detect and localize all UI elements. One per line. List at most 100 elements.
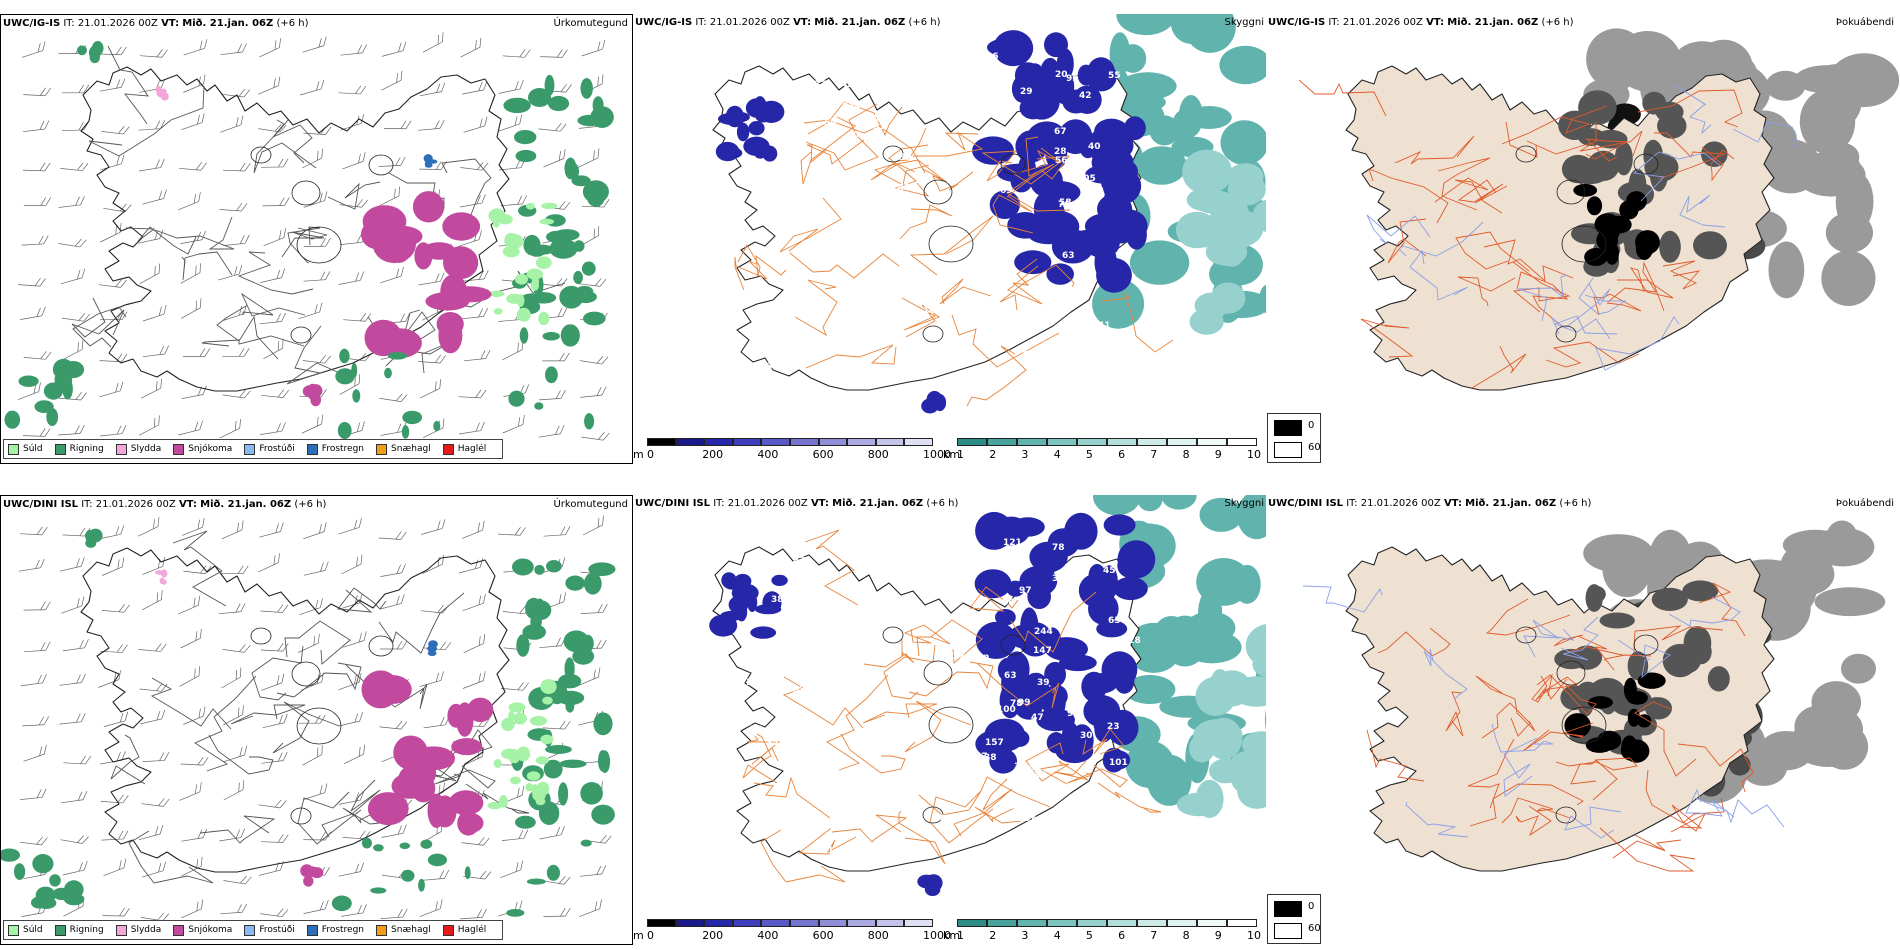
wind-barb <box>62 861 88 876</box>
wind-barb-flag <box>324 191 328 201</box>
wind-barb <box>419 82 446 97</box>
rain-area <box>573 240 585 252</box>
wind-barb-flag <box>239 389 246 398</box>
legend-swatch <box>54 924 66 936</box>
wind-barb-flag <box>161 709 166 720</box>
wind-barb <box>338 712 364 727</box>
fog-indicator-area <box>1682 580 1719 602</box>
wind-barb <box>500 860 523 879</box>
legend-swatch <box>306 443 318 455</box>
visibility-value-label: 63 <box>1108 616 1121 626</box>
wind-barb-flag <box>235 829 240 839</box>
wind-barb-flag <box>124 711 129 722</box>
wind-barb-flag <box>356 422 361 432</box>
snow-area <box>451 738 483 756</box>
fog-legend-label: 60 <box>1308 442 1321 453</box>
wind-barb-shaft <box>259 531 281 538</box>
fog-legend-swatch <box>1274 901 1302 917</box>
legend-swatch <box>8 443 19 455</box>
wind-barb-flag <box>158 306 162 316</box>
wind-barb <box>221 667 242 689</box>
road-line <box>71 297 125 338</box>
terrain-height-area <box>975 511 1014 550</box>
terrain-height-area <box>972 136 1014 165</box>
wind-barb-shaft <box>62 534 85 537</box>
wind-barb-flag <box>278 553 280 563</box>
colorbar-segment <box>987 438 1017 446</box>
visibility-value-label: 71 <box>858 147 871 157</box>
wind-barb-flag <box>200 856 203 867</box>
wind-barb-flag <box>560 424 565 434</box>
wind-barb <box>260 268 286 283</box>
rain-area <box>591 804 615 825</box>
wind-barb-flag <box>478 81 483 91</box>
wind-barb <box>220 903 247 915</box>
rain-area <box>563 630 589 653</box>
road-line <box>929 790 994 844</box>
visibility-km-colorbar-top: km 1 2 3 4 5 6 7 8 9 10 <box>943 436 1263 462</box>
fog-indicator-area <box>1554 648 1588 670</box>
visibility-value-label: 36 <box>963 531 976 541</box>
fog-indicator-area <box>1599 612 1635 629</box>
wind-barb-flag <box>84 639 89 648</box>
glacier-outline <box>1000 634 1026 656</box>
wind-barb <box>222 88 251 98</box>
road-line <box>194 675 257 772</box>
wind-barb-flag <box>519 79 524 90</box>
wind-barb-shaft <box>22 435 45 437</box>
wind-barb <box>20 674 47 687</box>
visibility-value-label: 209 <box>788 532 807 542</box>
visibility-value-label: 72 <box>845 253 858 263</box>
wind-barb-shaft <box>303 908 326 914</box>
wind-barb-flag <box>119 860 122 870</box>
wind-barb <box>263 338 284 360</box>
road-line <box>1101 292 1174 353</box>
wind-barb-flag <box>121 78 126 88</box>
road-line <box>1607 261 1665 312</box>
road-line <box>107 45 149 125</box>
low-visibility-area <box>1195 676 1236 716</box>
wind-barb-flag <box>474 559 479 569</box>
wind-barb-flag <box>518 416 521 427</box>
wind-barb <box>99 525 125 540</box>
wind-barb-shaft <box>381 832 404 838</box>
wind-barb-shaft <box>502 611 525 615</box>
wind-barb <box>142 861 167 878</box>
rain-area <box>546 230 570 244</box>
wind-barb-shaft <box>463 358 486 362</box>
wind-barb-flag <box>438 784 441 795</box>
wind-barb-flag <box>279 38 281 48</box>
visibility-value-label: 117 <box>946 652 965 662</box>
fog-indicator-area <box>1690 639 1712 665</box>
glacier-outline <box>1000 153 1026 175</box>
rain-area <box>580 782 603 805</box>
wind-barb-flag <box>123 604 130 613</box>
wind-barb-flag <box>478 270 484 280</box>
visibility-value-label: 23 <box>1107 722 1120 732</box>
rain-area <box>370 887 387 894</box>
wind-barb-flag <box>358 153 361 164</box>
visibility-value-label: 38 <box>1014 762 1027 772</box>
colorbar-unit: km <box>943 929 961 942</box>
wind-barb-flag <box>481 908 487 918</box>
wind-barb-flag <box>240 667 242 678</box>
terrain-height-area <box>1036 708 1075 732</box>
wind-barb-flag <box>560 907 566 917</box>
wind-barb-shaft <box>179 791 200 801</box>
wind-barb <box>338 672 362 691</box>
wind-barb-flag <box>45 197 52 206</box>
wind-barb-flag <box>442 32 444 42</box>
wind-barb-shaft <box>63 905 84 917</box>
road-line <box>916 619 983 664</box>
legend-label: Slydda <box>130 925 162 935</box>
visibility-value-label: 37 <box>1053 589 1066 599</box>
river-line <box>1672 83 1712 135</box>
wind-barb-shaft <box>259 321 282 325</box>
precip-type-legend: Súld Rigning Slydda Snjókoma Frostúði Frostre… <box>3 920 504 940</box>
wind-barb-flag <box>76 674 81 684</box>
wind-barb-flag <box>281 422 286 432</box>
wind-barb-shaft <box>461 842 484 846</box>
terrain-height-area <box>1046 263 1074 285</box>
wind-barb <box>340 114 365 131</box>
wind-barb-flag <box>321 148 323 159</box>
